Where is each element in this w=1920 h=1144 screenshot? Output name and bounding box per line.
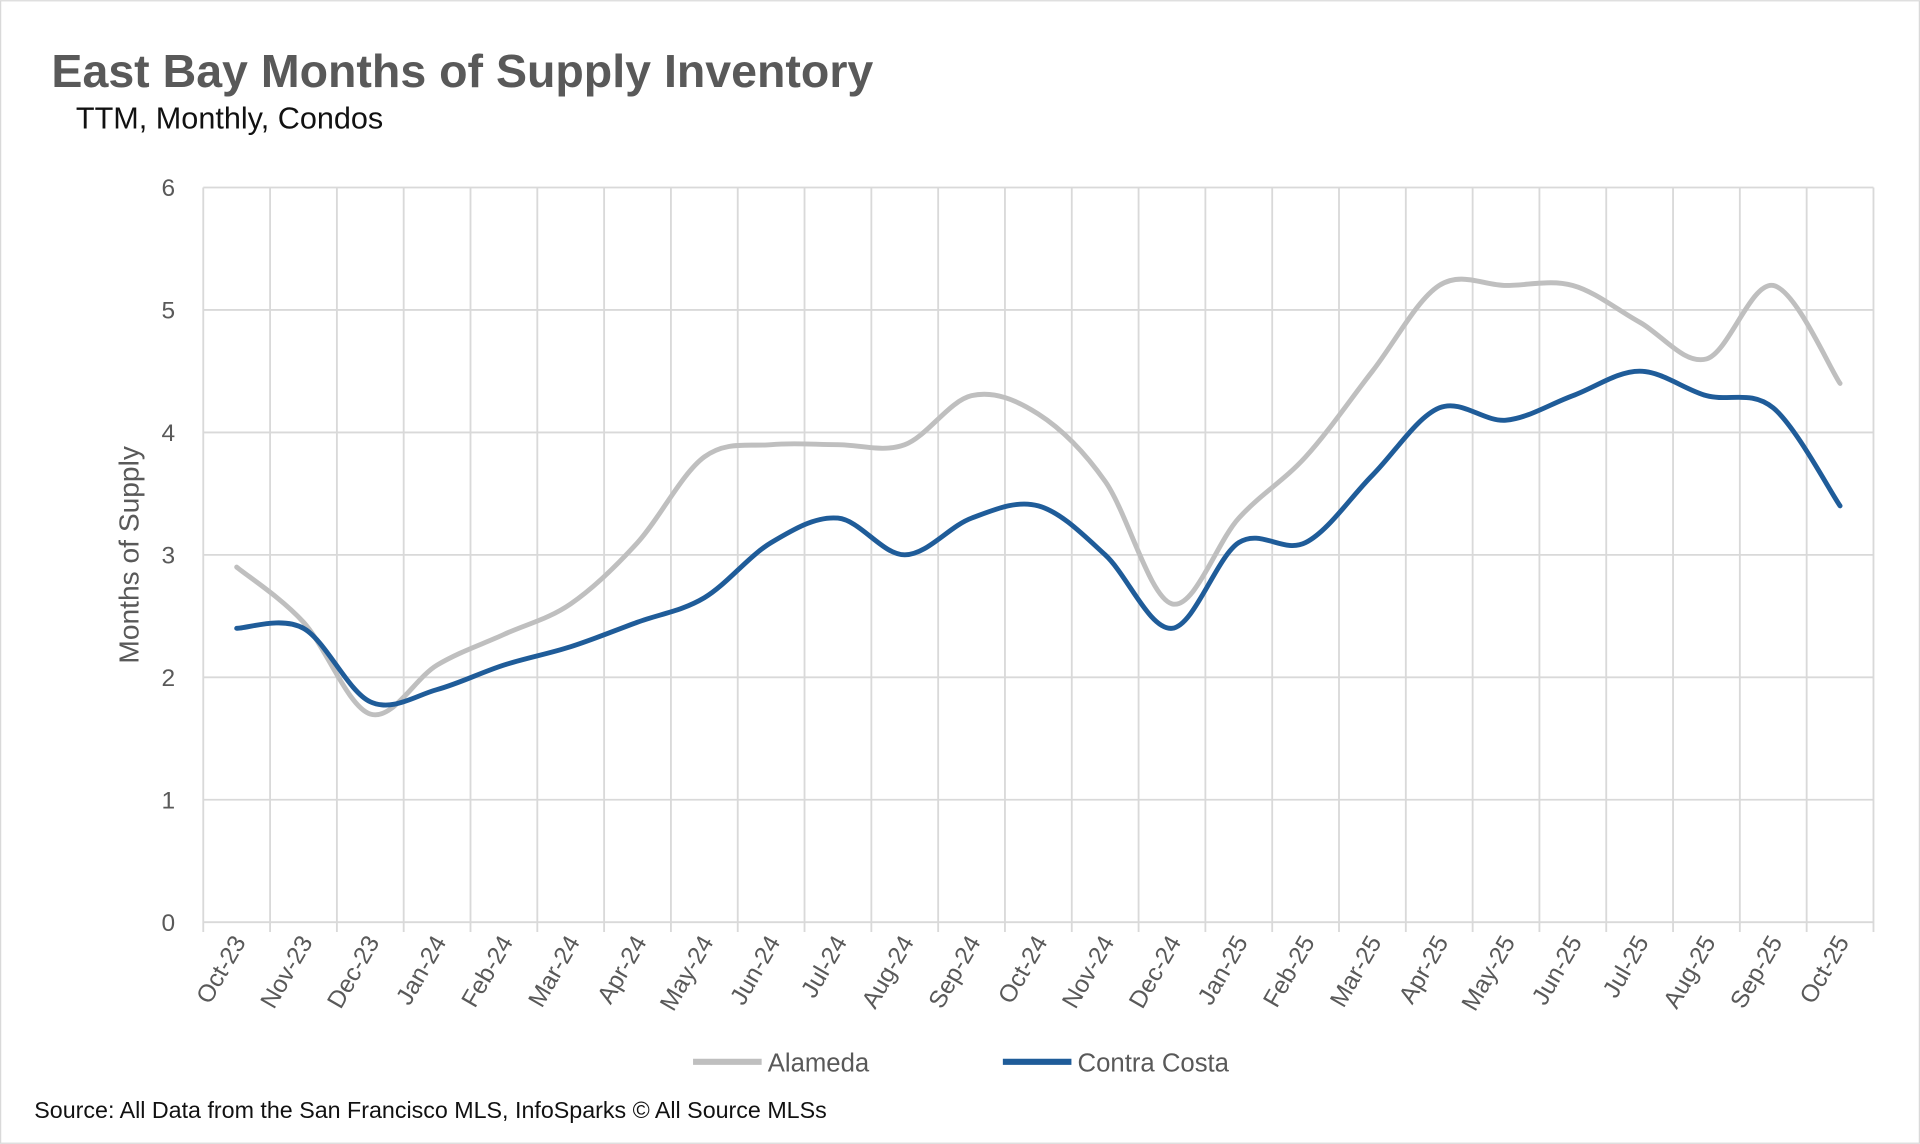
- chart-subtitle: TTM, Monthly, Condos: [76, 102, 383, 136]
- y-tick-label: 2: [161, 665, 175, 692]
- y-tick-label: 0: [161, 910, 175, 937]
- gridlines: [202, 186, 1875, 932]
- legend: Alameda Contra Costa: [693, 1050, 1230, 1078]
- legend-label-contra-costa: Contra Costa: [1078, 1050, 1230, 1078]
- series-lines: [234, 276, 1843, 718]
- y-tick-label: 5: [161, 298, 175, 325]
- y-axis-ticks: 0 1 2 3 4 5 6: [161, 175, 175, 937]
- y-tick-label: 3: [161, 542, 175, 569]
- y-tick-label: 1: [161, 787, 175, 814]
- y-axis-label: Months of Supply: [113, 445, 144, 663]
- y-tick-label: 4: [161, 420, 175, 447]
- series-line-alameda: [234, 276, 1843, 718]
- source-note: Source: All Data from the San Francisco …: [34, 1097, 826, 1123]
- y-tick-label: 6: [161, 175, 175, 202]
- series-line-contra-costa: [234, 368, 1843, 708]
- legend-label-alameda: Alameda: [768, 1050, 870, 1078]
- chart-title: East Bay Months of Supply Inventory: [51, 45, 873, 97]
